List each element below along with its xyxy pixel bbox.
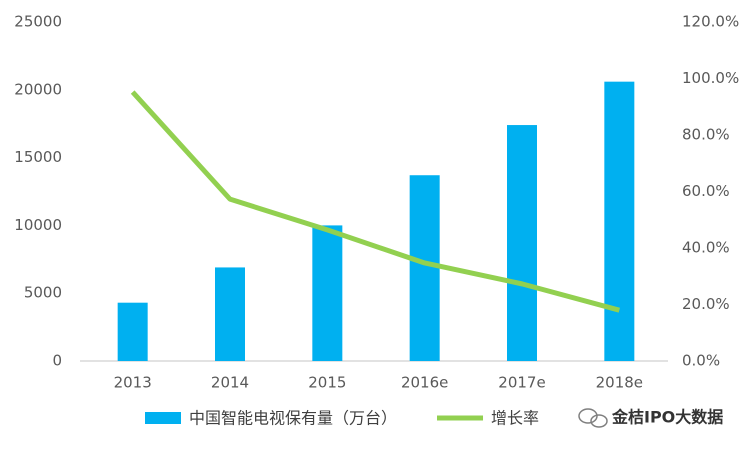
y2-tick-label: 100.0% <box>682 69 739 87</box>
bar <box>507 125 537 361</box>
legend-label: 中国智能电视保有量（万台） <box>189 409 397 428</box>
bar <box>312 225 343 361</box>
y-tick-label: 0 <box>52 352 62 370</box>
bar <box>117 302 148 361</box>
y2-tick-label: 60.0% <box>682 182 730 200</box>
x-tick-label: 2013 <box>114 374 152 392</box>
legend-swatch <box>145 412 181 424</box>
y2-tick-label: 0.0% <box>682 352 720 370</box>
x-tick-label: 2014 <box>211 374 249 392</box>
x-tick-label: 2018e <box>596 374 643 392</box>
y-tick-label: 20000 <box>14 80 62 98</box>
watermark: 金桔IPO大数据 <box>611 408 723 427</box>
y-tick-label: 10000 <box>14 216 62 234</box>
x-tick-label: 2015 <box>308 374 346 392</box>
y-tick-label: 25000 <box>14 13 62 31</box>
y2-tick-label: 20.0% <box>682 295 730 313</box>
y2-tick-label: 120.0% <box>682 13 739 31</box>
x-tick-label: 2017e <box>498 374 545 392</box>
y-tick-label: 15000 <box>14 148 62 166</box>
bar <box>215 267 245 361</box>
bar <box>409 175 440 361</box>
y-tick-label: 5000 <box>24 284 62 302</box>
y2-tick-label: 80.0% <box>682 126 730 144</box>
x-tick-label: 2016e <box>401 374 448 392</box>
line <box>130 90 620 313</box>
y2-tick-label: 40.0% <box>682 239 730 257</box>
legend-label: 增长率 <box>491 409 539 428</box>
bar <box>604 81 635 361</box>
watermark-icon <box>578 408 608 428</box>
